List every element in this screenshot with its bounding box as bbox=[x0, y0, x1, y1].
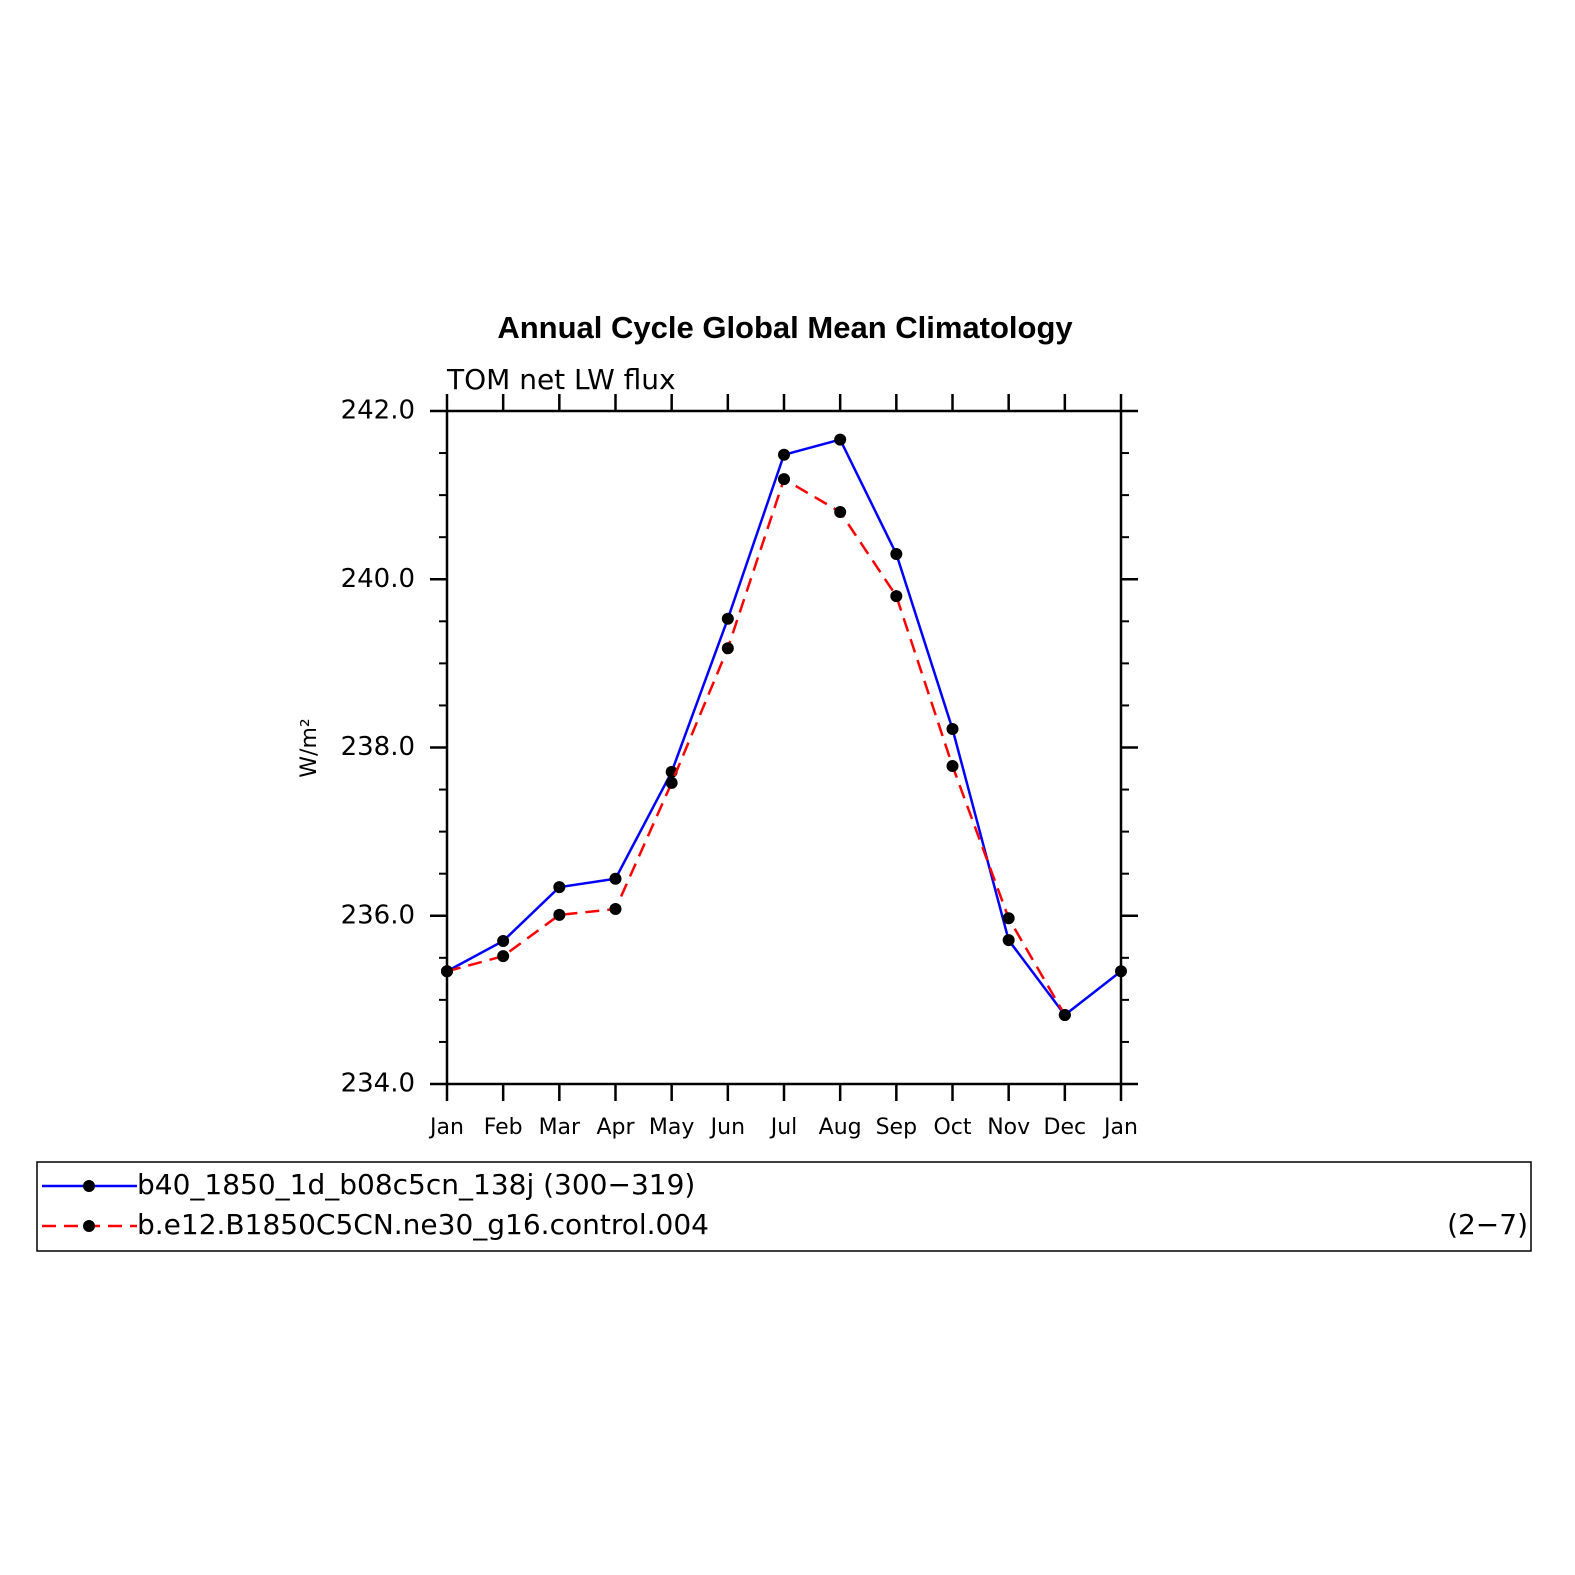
x-tick-label: Jan bbox=[428, 1115, 464, 1140]
plot-frame bbox=[445, 409, 1123, 1086]
data-point bbox=[778, 448, 790, 461]
annotation: (2−7) bbox=[1447, 1208, 1528, 1241]
data-point bbox=[609, 872, 622, 885]
x-tick-label: Oct bbox=[933, 1115, 971, 1140]
data-point bbox=[665, 776, 678, 789]
x-tick-label: Jan bbox=[1102, 1115, 1138, 1140]
data-point bbox=[553, 881, 566, 894]
data-point bbox=[946, 722, 959, 735]
data-point bbox=[1115, 965, 1127, 978]
data-point bbox=[497, 934, 510, 947]
x-tick-label: Mar bbox=[539, 1115, 581, 1140]
data-point bbox=[1002, 912, 1015, 925]
data-point bbox=[721, 612, 734, 625]
legend-label: b40_1850_1d_b08c5cn_138j (300−319) bbox=[137, 1168, 695, 1201]
y-tick-label: 234.0 bbox=[341, 1069, 415, 1099]
x-tick-label: Aug bbox=[819, 1115, 862, 1140]
legend-marker bbox=[83, 1220, 95, 1232]
x-tick-label: Feb bbox=[484, 1115, 523, 1140]
data-point bbox=[497, 950, 510, 963]
x-tick-label: Jul bbox=[769, 1115, 798, 1140]
data-point bbox=[890, 590, 903, 603]
data-point bbox=[1002, 934, 1015, 947]
data-point bbox=[441, 965, 453, 978]
y-axis-label: W/m² bbox=[297, 718, 322, 777]
data-point bbox=[834, 433, 847, 446]
series-line bbox=[446, 438, 1122, 1017]
data-point bbox=[553, 908, 566, 921]
y-tick-label: 242.0 bbox=[341, 396, 415, 426]
data-point bbox=[721, 642, 734, 655]
data-point bbox=[1058, 1009, 1071, 1022]
data-point bbox=[778, 473, 790, 486]
data-point bbox=[890, 548, 903, 561]
x-tick-label: Jun bbox=[709, 1115, 745, 1140]
y-tick-label: 236.0 bbox=[341, 900, 415, 930]
series-line bbox=[446, 477, 1066, 1016]
legend-box bbox=[36, 1161, 1532, 1252]
x-tick-label: Dec bbox=[1044, 1115, 1087, 1140]
y-tick-label: 238.0 bbox=[341, 732, 415, 762]
x-tick-label: May bbox=[649, 1115, 694, 1140]
x-tick-label: Sep bbox=[876, 1115, 917, 1140]
chart-subtitle: TOM net LW flux bbox=[446, 363, 676, 396]
legend-label: b.e12.B1850C5CN.ne30_g16.control.004 bbox=[137, 1208, 709, 1241]
x-tick-label: Nov bbox=[987, 1115, 1030, 1140]
chart-title: Annual Cycle Global Mean Climatology bbox=[497, 310, 1073, 345]
data-point bbox=[834, 505, 847, 518]
data-point bbox=[609, 903, 622, 916]
data-point bbox=[946, 760, 959, 773]
legend-marker bbox=[83, 1180, 95, 1192]
x-tick-label: Apr bbox=[596, 1115, 635, 1140]
y-tick-label: 240.0 bbox=[341, 564, 415, 594]
